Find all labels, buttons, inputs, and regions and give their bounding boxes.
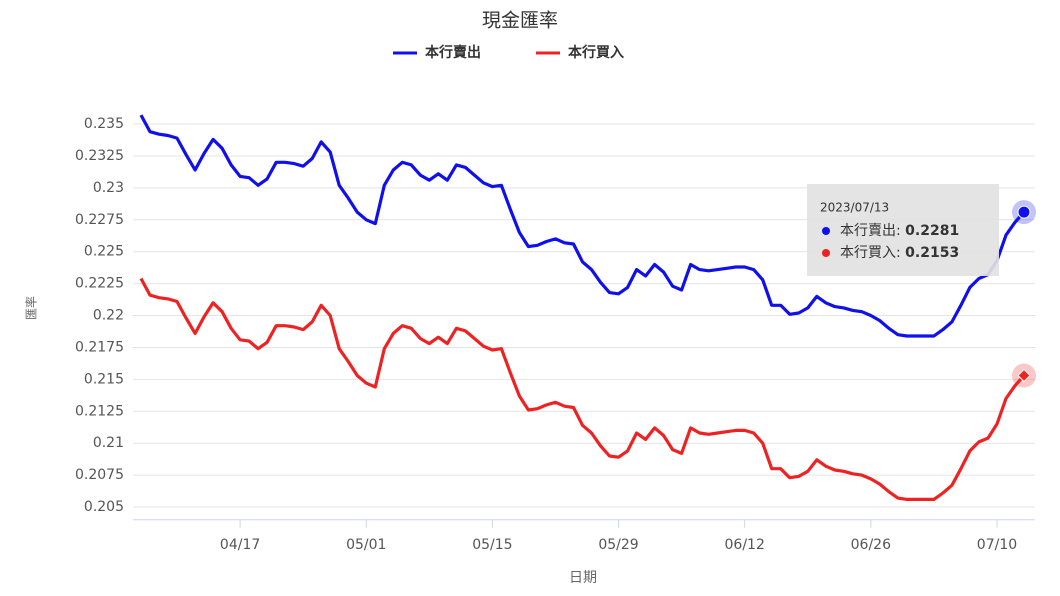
y-tick-label: 0.22 bbox=[93, 308, 124, 324]
tooltip-box bbox=[807, 184, 999, 276]
x-tick-label: 07/10 bbox=[977, 537, 1017, 553]
y-tick-label: 0.2325 bbox=[75, 148, 124, 164]
x-tick-label: 06/12 bbox=[725, 537, 765, 553]
y-tick-label: 0.23 bbox=[93, 180, 124, 196]
tooltip: 2023/07/13 本行賣出: 0.2281 本行買入: 0.2153 bbox=[807, 184, 999, 276]
tooltip-text: 本行買入: 0.2153 bbox=[840, 245, 959, 261]
legend-label: 本行賣出 bbox=[425, 44, 481, 61]
x-tick-label: 05/29 bbox=[598, 537, 638, 553]
y-tick-label: 0.2275 bbox=[75, 212, 124, 228]
y-tick-label: 0.2125 bbox=[75, 403, 124, 419]
y-tick-label: 0.215 bbox=[84, 371, 124, 387]
tooltip-date: 2023/07/13 bbox=[820, 201, 889, 215]
y-tick-label: 0.2075 bbox=[75, 467, 124, 483]
tooltip-dot bbox=[822, 249, 830, 257]
y-tick-label: 0.225 bbox=[84, 244, 124, 260]
tooltip-value: 0.2281 bbox=[905, 223, 959, 239]
y-tick-label: 0.2175 bbox=[75, 339, 124, 355]
chart-title: 現金匯率 bbox=[482, 10, 558, 32]
tooltip-value: 0.2153 bbox=[905, 245, 959, 261]
x-tick-label: 05/01 bbox=[346, 537, 386, 553]
tooltip-series: 本行賣出 bbox=[840, 223, 896, 239]
hover-marker bbox=[1017, 205, 1031, 219]
y-tick-label: 0.205 bbox=[84, 499, 124, 515]
series-line bbox=[139, 277, 1026, 501]
y-tick-label: 0.235 bbox=[84, 116, 124, 132]
hover-marker bbox=[1017, 368, 1031, 383]
x-tick-label: 05/15 bbox=[472, 537, 512, 553]
x-tick-label: 06/26 bbox=[851, 537, 891, 553]
legend: 本行賣出 本行買入 bbox=[393, 44, 624, 61]
y-tick-label: 0.2225 bbox=[75, 276, 124, 292]
tooltip-series: 本行買入 bbox=[840, 245, 896, 261]
x-tick-label: 04/17 bbox=[220, 537, 260, 553]
series-line bbox=[139, 114, 1026, 338]
tooltip-text: 本行賣出: 0.2281 bbox=[840, 223, 959, 239]
plot-area: 0.205 0.2075 0.21 0.2125 0.215 0.2175 0.22 0.22… bbox=[75, 114, 1036, 553]
y-axis-title: 匯率 bbox=[24, 296, 39, 320]
y-tick-label: 0.21 bbox=[93, 435, 124, 451]
legend-label: 本行買入 bbox=[568, 44, 624, 61]
x-axis-title: 日期 bbox=[569, 570, 597, 586]
tooltip-dot bbox=[822, 227, 830, 235]
